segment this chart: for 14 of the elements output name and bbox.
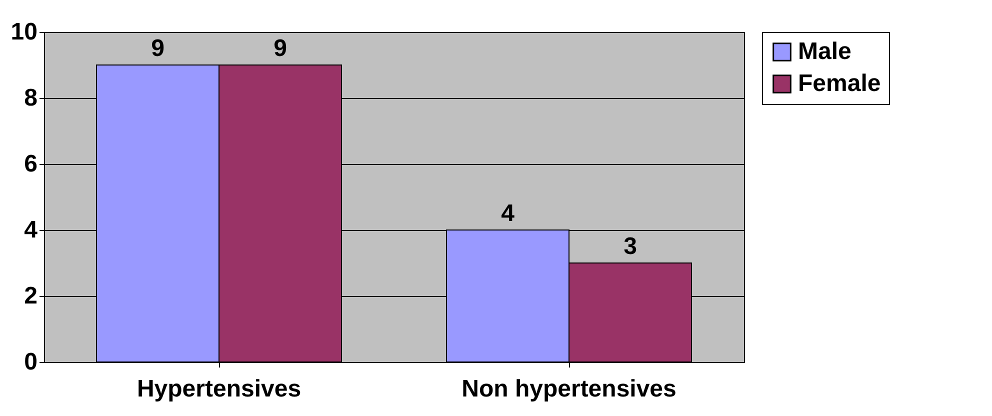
legend-label: Female [798, 70, 881, 97]
data-label: 9 [274, 35, 287, 62]
y-tick-label: 8 [24, 84, 38, 112]
x-tick-label: Non hypertensives [462, 376, 676, 402]
y-tick-label: 0 [24, 348, 38, 376]
legend-label: Male [798, 38, 852, 65]
x-tick-label: Hypertensives [136, 376, 302, 402]
y-tick-label: 6 [24, 150, 38, 178]
y-tick-label: 4 [24, 216, 38, 244]
y-tick-label: 10 [10, 18, 38, 46]
data-label: 9 [151, 35, 164, 62]
y-tick-label: 2 [24, 282, 38, 310]
data-label: 4 [501, 200, 516, 227]
data-label: 3 [624, 233, 637, 260]
